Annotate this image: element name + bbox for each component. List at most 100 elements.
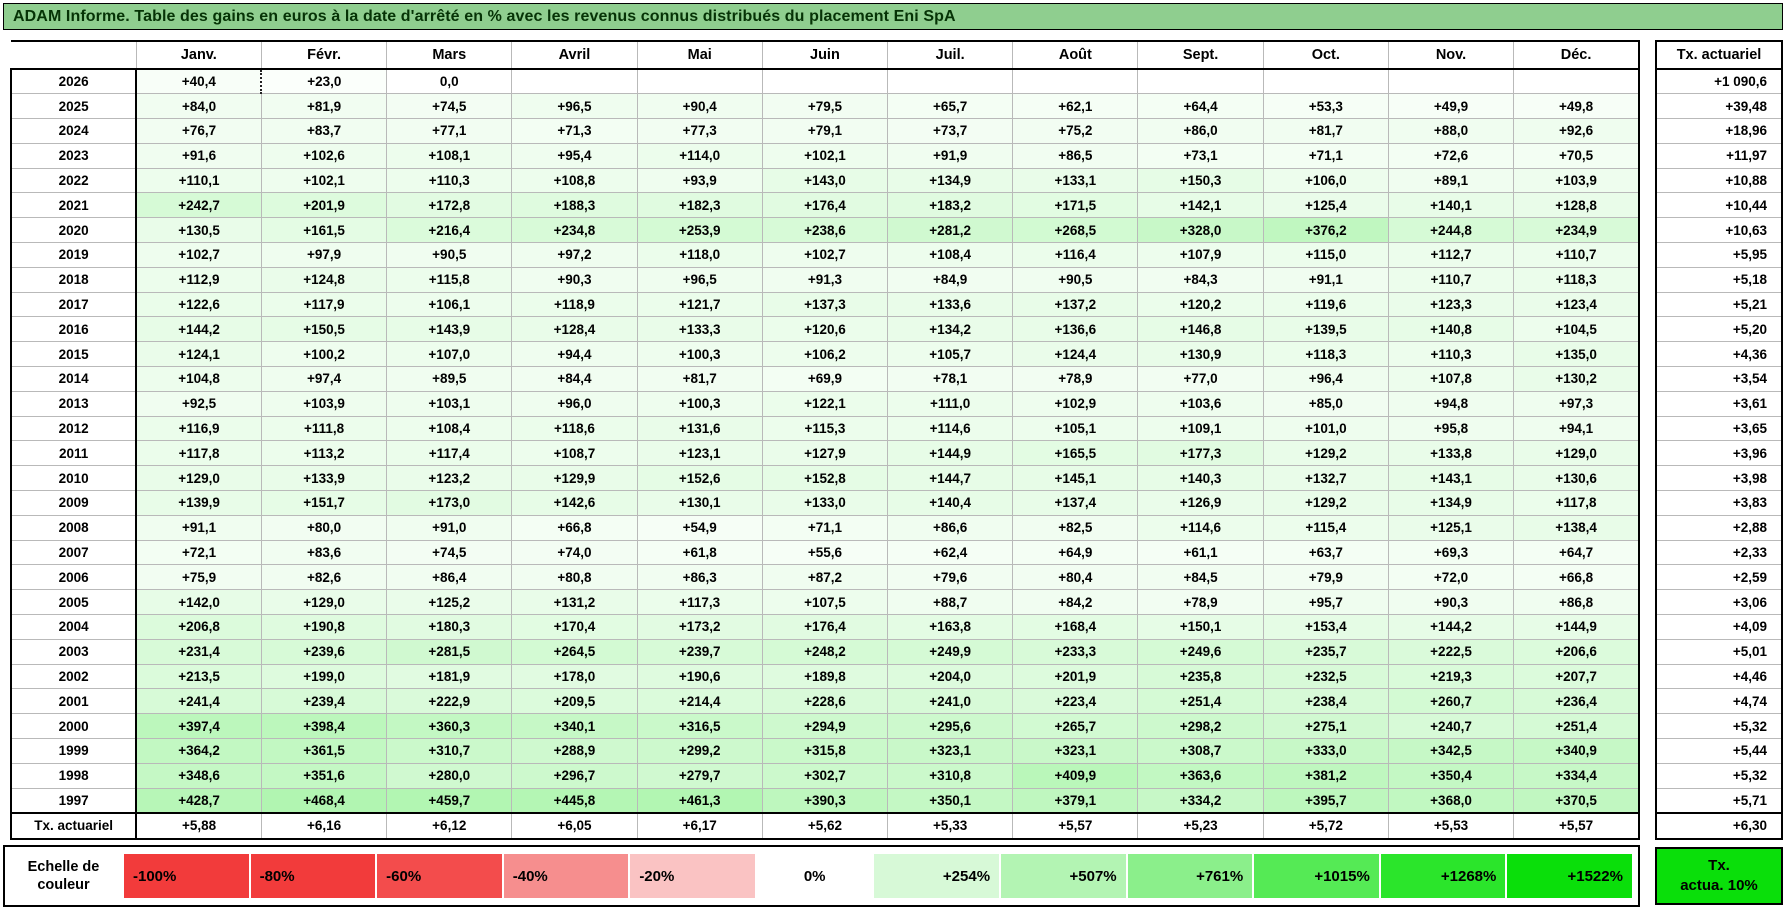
gain-cell[interactable]: +110,7 xyxy=(1513,242,1641,268)
gain-cell[interactable]: +134,2 xyxy=(887,316,1014,343)
gain-cell[interactable]: +140,4 xyxy=(887,490,1014,516)
gain-cell[interactable]: +108,8 xyxy=(511,167,638,194)
gain-cell[interactable]: +334,4 xyxy=(1513,762,1641,789)
gain-cell[interactable]: +84,2 xyxy=(1012,589,1139,616)
gain-cell[interactable]: +275,1 xyxy=(1262,713,1389,740)
gain-cell[interactable]: +242,7 xyxy=(135,192,262,219)
gain-cell[interactable]: +173,0 xyxy=(386,490,513,516)
gain-cell[interactable]: +177,3 xyxy=(1137,440,1264,467)
gain-cell[interactable]: +111,8 xyxy=(260,415,388,442)
gain-cell[interactable]: +131,2 xyxy=(511,589,638,616)
gain-cell[interactable]: +135,0 xyxy=(1513,341,1641,368)
gain-cell[interactable]: +115,8 xyxy=(386,266,513,293)
gain-cell[interactable]: +137,4 xyxy=(1012,490,1139,516)
gain-cell[interactable]: +118,0 xyxy=(636,242,763,268)
tx-value-cell[interactable]: +4,36 xyxy=(1655,341,1783,368)
gain-cell[interactable]: +73,7 xyxy=(887,118,1014,144)
gain-cell[interactable]: +398,4 xyxy=(260,713,388,740)
gain-cell[interactable]: +103,6 xyxy=(1137,390,1264,417)
gain-cell[interactable]: +144,2 xyxy=(1387,614,1515,640)
gain-cell[interactable]: 0,0 xyxy=(386,68,513,95)
gain-cell[interactable]: +102,7 xyxy=(761,242,889,268)
gain-cell[interactable]: +71,1 xyxy=(761,514,889,541)
gain-cell[interactable]: +113,2 xyxy=(260,440,388,467)
gain-cell[interactable]: +150,3 xyxy=(1137,167,1264,194)
gain-cell[interactable]: +75,9 xyxy=(135,564,262,591)
gain-cell[interactable] xyxy=(1137,68,1264,95)
gain-cell[interactable]: +222,5 xyxy=(1387,638,1515,665)
gain-cell[interactable]: +77,3 xyxy=(636,118,763,144)
gain-cell[interactable]: +74,0 xyxy=(511,539,638,566)
month-header[interactable]: Juin xyxy=(761,40,889,70)
tx-value-cell[interactable]: +5,32 xyxy=(1655,713,1783,740)
gain-cell[interactable]: +97,2 xyxy=(511,242,638,268)
gain-cell[interactable]: +73,1 xyxy=(1137,142,1264,169)
gain-cell[interactable]: +91,1 xyxy=(135,514,262,541)
gain-cell[interactable]: +70,5 xyxy=(1513,142,1641,169)
gain-cell[interactable]: +114,6 xyxy=(887,415,1014,442)
gain-cell[interactable]: +108,7 xyxy=(511,440,638,467)
tx-value-cell[interactable]: +2,88 xyxy=(1655,514,1783,541)
gain-cell[interactable] xyxy=(887,68,1014,95)
gain-cell[interactable]: +117,4 xyxy=(386,440,513,467)
gain-cell[interactable]: +88,0 xyxy=(1387,118,1515,144)
gain-cell[interactable]: +139,5 xyxy=(1262,316,1389,343)
gain-cell[interactable]: +118,3 xyxy=(1262,341,1389,368)
gain-cell[interactable]: +95,4 xyxy=(511,142,638,169)
gain-cell[interactable]: +91,9 xyxy=(887,142,1014,169)
month-header[interactable]: Sept. xyxy=(1137,40,1264,70)
gain-cell[interactable]: +204,0 xyxy=(887,663,1014,690)
gain-cell[interactable]: +95,8 xyxy=(1387,415,1515,442)
gain-cell[interactable]: +163,8 xyxy=(887,614,1014,640)
gain-cell[interactable]: +350,4 xyxy=(1387,762,1515,789)
tx-value-cell[interactable]: +10,88 xyxy=(1655,167,1783,194)
gain-cell[interactable]: +308,7 xyxy=(1137,738,1264,764)
gain-cell[interactable]: +161,5 xyxy=(260,217,388,244)
gain-cell[interactable]: +71,1 xyxy=(1262,142,1389,169)
gain-cell[interactable]: +80,4 xyxy=(1012,564,1139,591)
gain-cell[interactable]: +233,3 xyxy=(1012,638,1139,665)
gain-cell[interactable]: +80,8 xyxy=(511,564,638,591)
gain-cell[interactable]: +182,3 xyxy=(636,192,763,219)
gain-cell[interactable]: +23,0 xyxy=(260,68,388,95)
gain-cell[interactable]: +228,6 xyxy=(761,688,889,715)
gain-cell[interactable]: +128,4 xyxy=(511,316,638,343)
gain-cell[interactable]: +146,8 xyxy=(1137,316,1264,343)
gain-cell[interactable]: +66,8 xyxy=(511,514,638,541)
tx-value-cell[interactable]: +5,44 xyxy=(1655,738,1783,764)
gain-cell[interactable]: +90,5 xyxy=(1012,266,1139,293)
tx-value-cell[interactable]: +3,83 xyxy=(1655,490,1783,516)
gain-cell[interactable]: +140,3 xyxy=(1137,465,1264,492)
gain-cell[interactable]: +94,1 xyxy=(1513,415,1641,442)
gain-cell[interactable]: +165,5 xyxy=(1012,440,1139,467)
gain-cell[interactable]: +219,3 xyxy=(1387,663,1515,690)
month-header[interactable]: Mai xyxy=(636,40,763,70)
gain-cell[interactable]: +299,2 xyxy=(636,738,763,764)
gain-cell[interactable]: +132,7 xyxy=(1262,465,1389,492)
gain-cell[interactable]: +77,0 xyxy=(1137,366,1264,392)
gain-cell[interactable]: +102,7 xyxy=(135,242,262,268)
month-header[interactable]: Août xyxy=(1012,40,1139,70)
gain-cell[interactable]: +86,5 xyxy=(1012,142,1139,169)
gain-cell[interactable]: +80,0 xyxy=(260,514,388,541)
tx-value-cell[interactable]: +5,18 xyxy=(1655,266,1783,293)
gain-cell[interactable]: +350,1 xyxy=(887,787,1014,814)
month-header[interactable]: Févr. xyxy=(260,40,388,70)
gain-cell[interactable]: +107,8 xyxy=(1387,366,1515,392)
gain-cell[interactable]: +107,9 xyxy=(1137,242,1264,268)
tx-value-cell[interactable]: +2,33 xyxy=(1655,539,1783,566)
gain-cell[interactable]: +128,8 xyxy=(1513,192,1641,219)
gain-cell[interactable]: +152,8 xyxy=(761,465,889,492)
gain-cell[interactable]: +120,2 xyxy=(1137,291,1264,318)
gain-cell[interactable]: +107,0 xyxy=(386,341,513,368)
tx-value-cell[interactable]: +3,65 xyxy=(1655,415,1783,442)
tx-value-cell[interactable]: +5,32 xyxy=(1655,762,1783,789)
gain-cell[interactable]: +105,7 xyxy=(887,341,1014,368)
tx-value-cell[interactable]: +3,61 xyxy=(1655,390,1783,417)
gain-cell[interactable]: +62,4 xyxy=(887,539,1014,566)
gain-cell[interactable]: +222,9 xyxy=(386,688,513,715)
gain-cell[interactable]: +214,4 xyxy=(636,688,763,715)
gain-cell[interactable]: +316,5 xyxy=(636,713,763,740)
gain-cell[interactable]: +100,2 xyxy=(260,341,388,368)
gain-cell[interactable]: +64,9 xyxy=(1012,539,1139,566)
